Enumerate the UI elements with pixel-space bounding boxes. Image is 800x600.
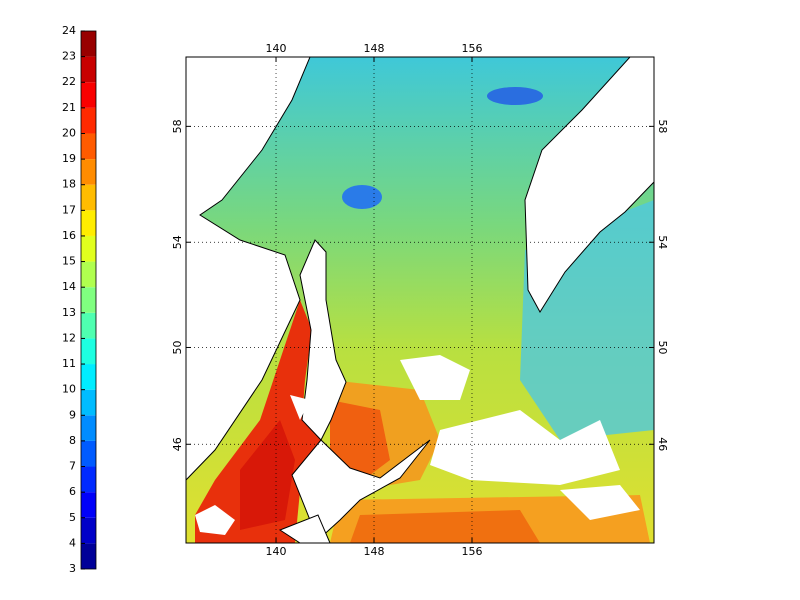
continent xyxy=(186,57,311,481)
cloud-gap xyxy=(290,395,310,420)
y-tick-label: 50 xyxy=(656,340,669,354)
cloud-gap xyxy=(400,355,470,400)
colorbar-tick-label: 24 xyxy=(62,24,76,37)
colorbar-tick-label: 18 xyxy=(62,178,76,191)
x-tick-label: 140 xyxy=(266,42,287,55)
colorbar-band xyxy=(81,287,96,313)
colorbar-band xyxy=(81,261,96,288)
colorbar-band xyxy=(81,82,96,108)
colorbar-band xyxy=(81,107,96,134)
map-field xyxy=(186,57,654,543)
colorbar-band xyxy=(81,159,96,185)
colorbar-band xyxy=(81,338,96,365)
colorbar-tick-label: 19 xyxy=(62,152,76,165)
colorbar-band xyxy=(81,415,96,441)
colorbar-tick-label: 17 xyxy=(62,203,76,216)
colorbar-tick-label: 16 xyxy=(62,229,76,242)
colorbar-band xyxy=(81,440,96,467)
colorbar-tick-label: 3 xyxy=(69,562,76,575)
colorbar-tick-label: 14 xyxy=(62,280,76,293)
x-tick-label: 140 xyxy=(266,545,287,558)
colorbar-band xyxy=(81,184,96,211)
colorbar-tick-label: 6 xyxy=(69,485,76,498)
colorbar-band xyxy=(81,133,96,160)
cold-spot xyxy=(487,87,543,105)
colorbar-tick-label: 10 xyxy=(62,383,76,396)
warm-strip xyxy=(350,510,540,543)
y-tick-label: 58 xyxy=(656,119,669,133)
cold-spot xyxy=(342,185,382,209)
grid-layer: 140 140 148 148 156 156 46 46 50 50 54 54 58 58 xyxy=(171,42,669,558)
map-frame xyxy=(185,56,655,544)
x-tick-label: 148 xyxy=(364,42,385,55)
colorbar-tick-label: 13 xyxy=(62,306,76,319)
x-tick-label: 156 xyxy=(461,545,482,558)
cloud-gap xyxy=(560,485,640,520)
hot-region xyxy=(240,420,295,530)
y-tick-label: 58 xyxy=(171,119,184,133)
colorbar-tick-label: 9 xyxy=(69,408,76,421)
colorbar-tick-label: 20 xyxy=(62,126,76,139)
cloud-gap xyxy=(430,410,620,485)
kamchatka xyxy=(524,57,654,313)
hokkaido xyxy=(291,439,431,541)
colorbar-band xyxy=(81,56,96,83)
y-tick-label: 50 xyxy=(171,340,184,354)
honshu xyxy=(278,514,331,543)
colorbar-tick-label: 15 xyxy=(62,255,76,268)
x-tick-label: 148 xyxy=(364,545,385,558)
colorbar-tick-label: 5 xyxy=(69,511,76,524)
colorbar-band xyxy=(81,364,96,390)
y-tick-label: 54 xyxy=(171,235,184,249)
colorbar-tick-label: 11 xyxy=(62,357,76,370)
colorbar-band xyxy=(81,466,96,493)
colorbar-band xyxy=(81,210,96,236)
colorbar-frame xyxy=(80,30,97,570)
colorbar-tick-label: 8 xyxy=(69,434,76,447)
colorbar-band xyxy=(81,492,96,518)
colorbar: 3 4 5 6 7 8 9 10 11 12 13 14 15 16 17 18 19 20 21 22 23 24 xyxy=(62,24,96,575)
colorbar-tick-label: 4 xyxy=(69,536,76,549)
colorbar-band xyxy=(81,31,96,57)
colorbar-band xyxy=(81,235,96,262)
colorbar-tick-label: 22 xyxy=(62,75,76,88)
y-tick-label: 46 xyxy=(656,437,669,451)
colorbar-tick-label: 7 xyxy=(69,460,76,473)
colorbar-band xyxy=(81,543,96,569)
cloud-gap xyxy=(195,505,235,535)
colorbar-band xyxy=(81,389,96,416)
x-tick-label: 156 xyxy=(461,42,482,55)
colorbar-band xyxy=(81,312,96,339)
colorbar-tick-label: 12 xyxy=(62,331,76,344)
y-tick-label: 54 xyxy=(656,235,669,249)
y-tick-label: 46 xyxy=(171,437,184,451)
colorbar-tick-label: 21 xyxy=(62,101,76,114)
colorbar-band xyxy=(81,517,96,544)
colorbar-tick-label: 23 xyxy=(62,50,76,63)
sakhalin xyxy=(299,239,347,441)
